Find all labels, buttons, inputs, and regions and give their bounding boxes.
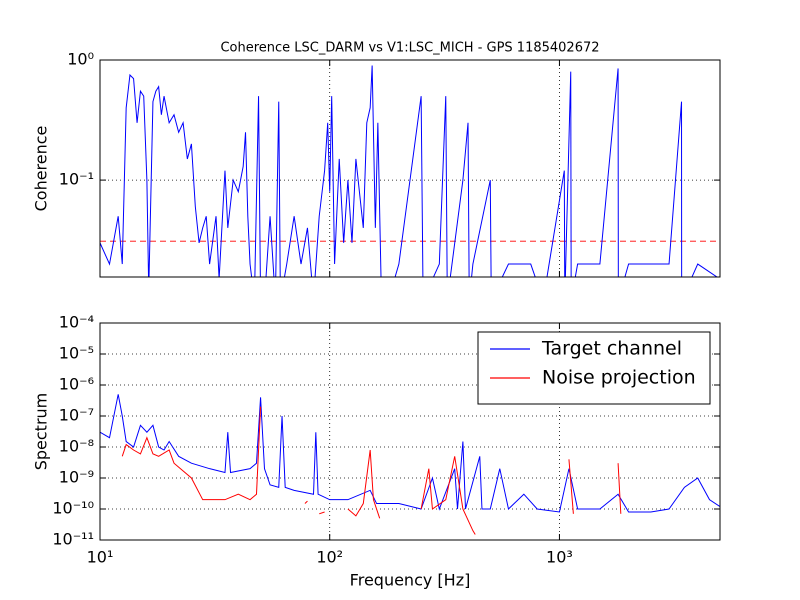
chart-title: Coherence LSC_DARM vs V1:LSC_MICH - GPS … <box>220 41 599 56</box>
y-axis-label: Spectrum <box>32 393 51 471</box>
plot-area <box>100 65 720 277</box>
axes-frame <box>99 59 721 278</box>
legend-label: Target channel <box>541 338 682 360</box>
x-axis-label: Frequency [Hz] <box>350 571 471 590</box>
axes-frame <box>99 322 721 541</box>
legend-box <box>477 331 711 405</box>
x-tick-label: 10³ <box>546 548 573 567</box>
y-tick-label: 10⁻⁷ <box>59 406 94 425</box>
y-tick-label: 10⁰ <box>67 50 94 69</box>
y-tick-label: 10⁻¹¹ <box>52 530 94 549</box>
y-tick-label: 10⁻⁹ <box>59 468 94 487</box>
x-tick-label: 10¹ <box>87 548 114 567</box>
x-tick-label: 10² <box>316 548 343 567</box>
series-line <box>100 65 718 277</box>
y-tick-label: 10⁻¹ <box>59 170 94 189</box>
plot-area <box>100 394 720 534</box>
legend-label: Noise projection <box>542 367 696 389</box>
y-tick-label: 10⁻¹⁰ <box>52 499 94 518</box>
y-axis-label: Coherence <box>32 126 51 212</box>
y-tick-label: 10⁻⁵ <box>59 344 94 363</box>
y-tick-label: 10⁻⁸ <box>59 437 94 456</box>
series-line <box>100 394 720 513</box>
y-tick-label: 10⁻⁴ <box>59 313 94 332</box>
y-tick-label: 10⁻⁶ <box>59 375 94 394</box>
